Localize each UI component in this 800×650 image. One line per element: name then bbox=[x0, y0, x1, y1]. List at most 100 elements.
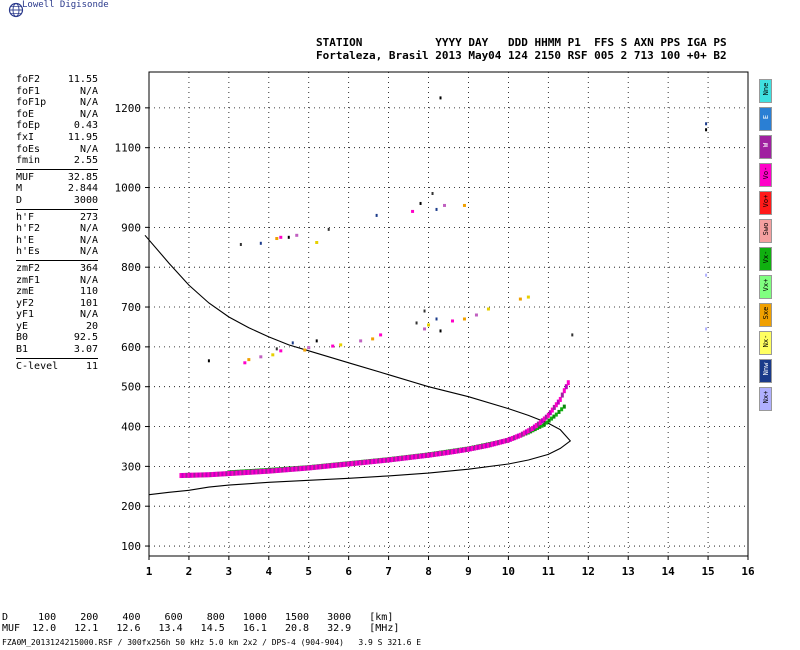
sx-echo-point bbox=[275, 237, 279, 241]
sx-echo-point bbox=[271, 353, 275, 357]
echo-point bbox=[435, 317, 438, 321]
parameter-value: 3000 bbox=[73, 194, 98, 206]
x-trace-point bbox=[540, 423, 544, 428]
chart-marks bbox=[144, 96, 708, 496]
parameter-separator bbox=[16, 168, 98, 170]
legend-label: Swo bbox=[762, 222, 770, 236]
parameter-row: h'F 273 bbox=[16, 212, 98, 224]
parameter-name: C-level bbox=[16, 360, 59, 372]
o-trace-point bbox=[542, 416, 546, 422]
o-trace-point bbox=[243, 470, 247, 476]
o-trace-point bbox=[484, 443, 488, 449]
echo-point bbox=[291, 341, 294, 345]
o-trace-point bbox=[259, 469, 263, 475]
o-trace-point bbox=[393, 456, 397, 462]
o-trace-point bbox=[560, 392, 564, 398]
o-trace-point bbox=[295, 466, 299, 472]
o-trace-point bbox=[538, 420, 542, 426]
o-trace-point bbox=[546, 412, 550, 418]
o-trace-point bbox=[331, 463, 335, 469]
legend-label: Nx- bbox=[762, 334, 770, 348]
o-trace-point bbox=[437, 451, 441, 457]
parameter-name: MUF bbox=[16, 171, 35, 183]
parameter-row: h'E N/A bbox=[16, 235, 98, 247]
o-trace-point bbox=[321, 464, 325, 470]
o-trace-point bbox=[462, 447, 466, 453]
o-trace-point bbox=[227, 471, 231, 477]
parameter-row: foF1 N/A bbox=[16, 86, 98, 98]
o-trace-point bbox=[447, 449, 450, 455]
o-echo-point bbox=[474, 313, 478, 317]
parameter-row: foE N/A bbox=[16, 109, 98, 121]
o-trace-point bbox=[504, 438, 508, 444]
parameter-value: 3.07 bbox=[73, 344, 98, 356]
y-tick-label: 500 bbox=[121, 381, 141, 394]
o-trace-point bbox=[381, 458, 385, 464]
o-trace-point bbox=[480, 443, 484, 449]
x-trace-point bbox=[547, 418, 551, 423]
o-trace-point bbox=[231, 470, 235, 476]
parameter-name: foEs bbox=[16, 143, 41, 155]
y-tick-label: 1000 bbox=[115, 182, 142, 195]
parameter-name: foF1 bbox=[16, 85, 41, 97]
parameter-name: B0 bbox=[16, 332, 29, 344]
o-trace-point bbox=[249, 469, 253, 475]
sx-echo-point bbox=[526, 295, 530, 299]
o-trace-point bbox=[347, 461, 351, 467]
o-trace-point bbox=[375, 458, 379, 464]
parameter-row: M 2.844 bbox=[16, 183, 98, 195]
x-trace-point bbox=[545, 420, 549, 425]
echo-point bbox=[375, 213, 378, 217]
o-trace-point bbox=[225, 471, 229, 477]
o-trace-point bbox=[199, 472, 203, 478]
sx-echo-point bbox=[462, 203, 466, 207]
x-tick-label: 7 bbox=[385, 565, 392, 578]
echo-point bbox=[287, 235, 290, 239]
parameter-row: B1 3.07 bbox=[16, 344, 98, 356]
o-trace-point bbox=[341, 462, 345, 468]
legend-swatch: Nx- bbox=[759, 331, 772, 355]
legend-swatch: Vx+ bbox=[759, 275, 772, 299]
o-trace-point bbox=[385, 457, 389, 463]
o-trace-point bbox=[275, 468, 279, 474]
o-trace-point bbox=[514, 434, 518, 440]
parameter-value: N/A bbox=[79, 223, 98, 235]
o-echo-point bbox=[279, 235, 283, 239]
o-trace-point bbox=[391, 457, 395, 463]
parameter-name: yE bbox=[16, 320, 29, 332]
o-trace-point bbox=[468, 446, 472, 452]
o-trace-point bbox=[458, 448, 462, 454]
o-trace-point bbox=[464, 447, 468, 453]
parameter-value: N/A bbox=[79, 85, 98, 97]
legend-label: Vx- bbox=[762, 250, 770, 264]
o-trace-point bbox=[181, 472, 185, 478]
parameter-name: zmF2 bbox=[16, 262, 41, 274]
x-trace-point bbox=[552, 414, 556, 419]
o-echo-point bbox=[331, 344, 335, 348]
header-columns: STATION YYYY DAY DDD HHMM P1 FFS S AXN P… bbox=[316, 36, 727, 49]
parameter-value: 273 bbox=[79, 211, 98, 223]
o-trace-point bbox=[323, 463, 327, 469]
o-trace-point bbox=[395, 456, 399, 462]
o-trace-point bbox=[237, 470, 241, 476]
y-tick-label: 700 bbox=[121, 301, 141, 314]
parameter-value: 2.844 bbox=[67, 183, 98, 195]
o-trace-point bbox=[472, 445, 476, 451]
o-trace-point bbox=[548, 410, 552, 416]
echo-point bbox=[327, 227, 330, 231]
sx-echo-point bbox=[518, 297, 522, 301]
o-trace-point bbox=[415, 454, 419, 460]
parameter-name: h'F bbox=[16, 211, 35, 223]
parameter-value: 110 bbox=[79, 286, 98, 298]
o-trace-point bbox=[476, 444, 480, 450]
o-trace-point bbox=[363, 459, 367, 465]
o-trace-point bbox=[207, 472, 211, 478]
x-trace-point bbox=[562, 404, 566, 409]
o-trace-point bbox=[407, 455, 411, 461]
x-tick-label: 16 bbox=[741, 565, 755, 578]
parameter-name: fxI bbox=[16, 131, 35, 143]
o-trace-point bbox=[566, 380, 570, 386]
parameter-row: zmF2 364 bbox=[16, 263, 98, 275]
o-trace-point bbox=[329, 463, 333, 469]
o-trace-point bbox=[261, 469, 265, 475]
